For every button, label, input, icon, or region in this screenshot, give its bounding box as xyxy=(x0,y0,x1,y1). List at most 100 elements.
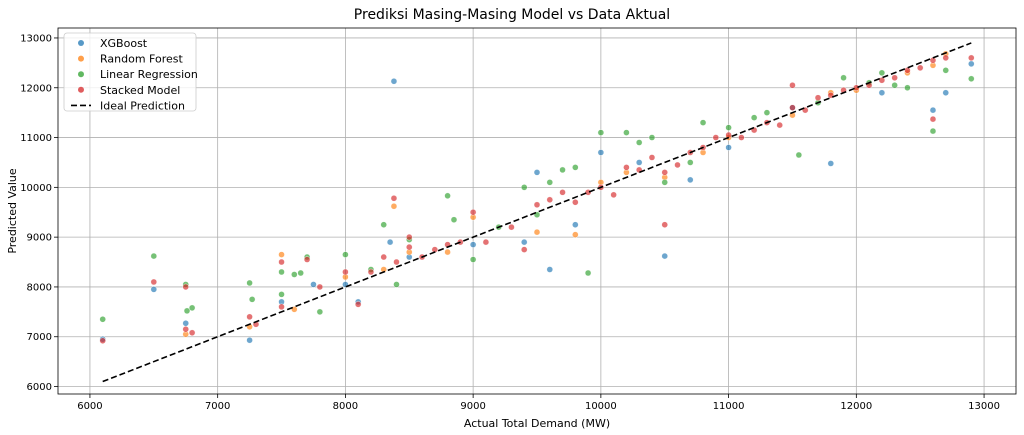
data-point xyxy=(763,109,771,116)
data-point xyxy=(393,258,400,266)
x-tick-label: 6000 xyxy=(77,401,102,412)
data-point xyxy=(546,196,553,203)
data-point xyxy=(738,134,745,141)
data-point xyxy=(533,228,541,236)
data-point xyxy=(188,304,196,312)
data-point xyxy=(904,67,911,74)
data-point xyxy=(469,241,477,248)
data-point xyxy=(814,94,822,101)
legend-marker xyxy=(78,86,84,93)
y-tick-label: 12000 xyxy=(20,83,52,94)
data-point xyxy=(687,159,694,166)
legend-label: Linear Regression xyxy=(100,68,198,81)
data-point xyxy=(150,252,158,260)
data-point xyxy=(597,129,605,136)
y-tick-label: 7000 xyxy=(27,332,52,343)
data-point xyxy=(559,189,566,196)
data-point xyxy=(380,221,387,228)
data-point xyxy=(968,54,975,62)
data-point xyxy=(687,176,694,184)
data-point xyxy=(546,179,553,186)
data-point xyxy=(635,139,643,146)
data-point xyxy=(546,266,553,273)
data-point xyxy=(386,238,394,246)
data-point xyxy=(584,269,592,277)
data-point xyxy=(661,221,668,228)
plot-frame xyxy=(57,27,1017,395)
data-point xyxy=(406,233,413,241)
legend: XGBoost Random Forest Linear Regression Sta… xyxy=(63,32,198,112)
data-point xyxy=(968,75,975,82)
data-point xyxy=(929,115,937,123)
data-point xyxy=(635,159,643,166)
data-point xyxy=(291,271,298,278)
y-axis-label: Predicted Value xyxy=(6,168,19,254)
x-tick-label: 9000 xyxy=(460,401,485,412)
data-point xyxy=(648,154,656,161)
data-point xyxy=(380,253,387,261)
data-point xyxy=(367,268,375,276)
x-tick-label: 12000 xyxy=(840,401,872,412)
data-point xyxy=(750,114,758,121)
data-point xyxy=(904,84,911,91)
data-point xyxy=(246,279,253,287)
y-tick-label: 6000 xyxy=(27,382,52,393)
data-point xyxy=(406,243,413,251)
data-point xyxy=(246,337,253,344)
data-point xyxy=(648,134,656,141)
data-point xyxy=(584,189,592,196)
data-point xyxy=(878,69,886,77)
data-point xyxy=(521,238,528,246)
data-point xyxy=(310,281,317,288)
data-point xyxy=(929,127,937,135)
x-tick-label: 8000 xyxy=(333,401,358,412)
data-point xyxy=(342,268,349,276)
data-point xyxy=(891,82,898,89)
data-point xyxy=(942,89,949,96)
data-point xyxy=(776,121,783,129)
data-point xyxy=(316,308,324,316)
data-point xyxy=(725,124,732,131)
data-point xyxy=(150,278,158,286)
axis-ticks: 6000 7000 8000 9000 10000 11000 12000 13000 6000… xyxy=(20,33,1000,412)
data-point xyxy=(393,281,400,288)
x-tick-label: 7000 xyxy=(205,401,230,412)
data-point xyxy=(278,258,285,266)
data-point xyxy=(182,320,189,327)
data-point xyxy=(891,74,898,81)
data-point xyxy=(390,203,398,210)
data-point xyxy=(840,74,847,81)
data-point xyxy=(610,191,617,199)
y-tick-label: 13000 xyxy=(20,33,52,44)
data-point xyxy=(853,84,860,91)
data-point xyxy=(188,329,196,336)
grid xyxy=(58,28,1016,394)
data-point xyxy=(303,256,311,263)
x-axis-label: Actual Total Demand (MW) xyxy=(464,417,610,430)
data-point xyxy=(390,195,398,202)
data-point xyxy=(572,199,579,206)
data-point xyxy=(469,209,477,216)
data-point xyxy=(99,316,106,323)
data-point xyxy=(150,286,158,293)
data-point xyxy=(623,164,630,171)
y-tick-label: 10000 xyxy=(20,183,52,194)
data-point xyxy=(444,192,451,200)
data-point xyxy=(942,54,949,62)
data-point xyxy=(623,129,630,136)
data-point xyxy=(725,144,732,151)
data-point xyxy=(827,160,834,167)
data-point xyxy=(482,238,490,246)
data-point xyxy=(795,151,803,159)
legend-label: Random Forest xyxy=(100,53,183,66)
data-point xyxy=(929,57,937,64)
ideal-prediction-line xyxy=(102,42,972,383)
data-point xyxy=(661,169,668,176)
data-point xyxy=(533,169,541,176)
series-1 xyxy=(182,50,949,338)
legend-label: Ideal Prediction xyxy=(100,99,185,112)
chart-title: Prediksi Masing-Masing Model vs Data Akt… xyxy=(354,7,670,23)
data-point xyxy=(521,184,528,191)
data-point xyxy=(278,303,285,311)
data-point xyxy=(246,313,253,321)
